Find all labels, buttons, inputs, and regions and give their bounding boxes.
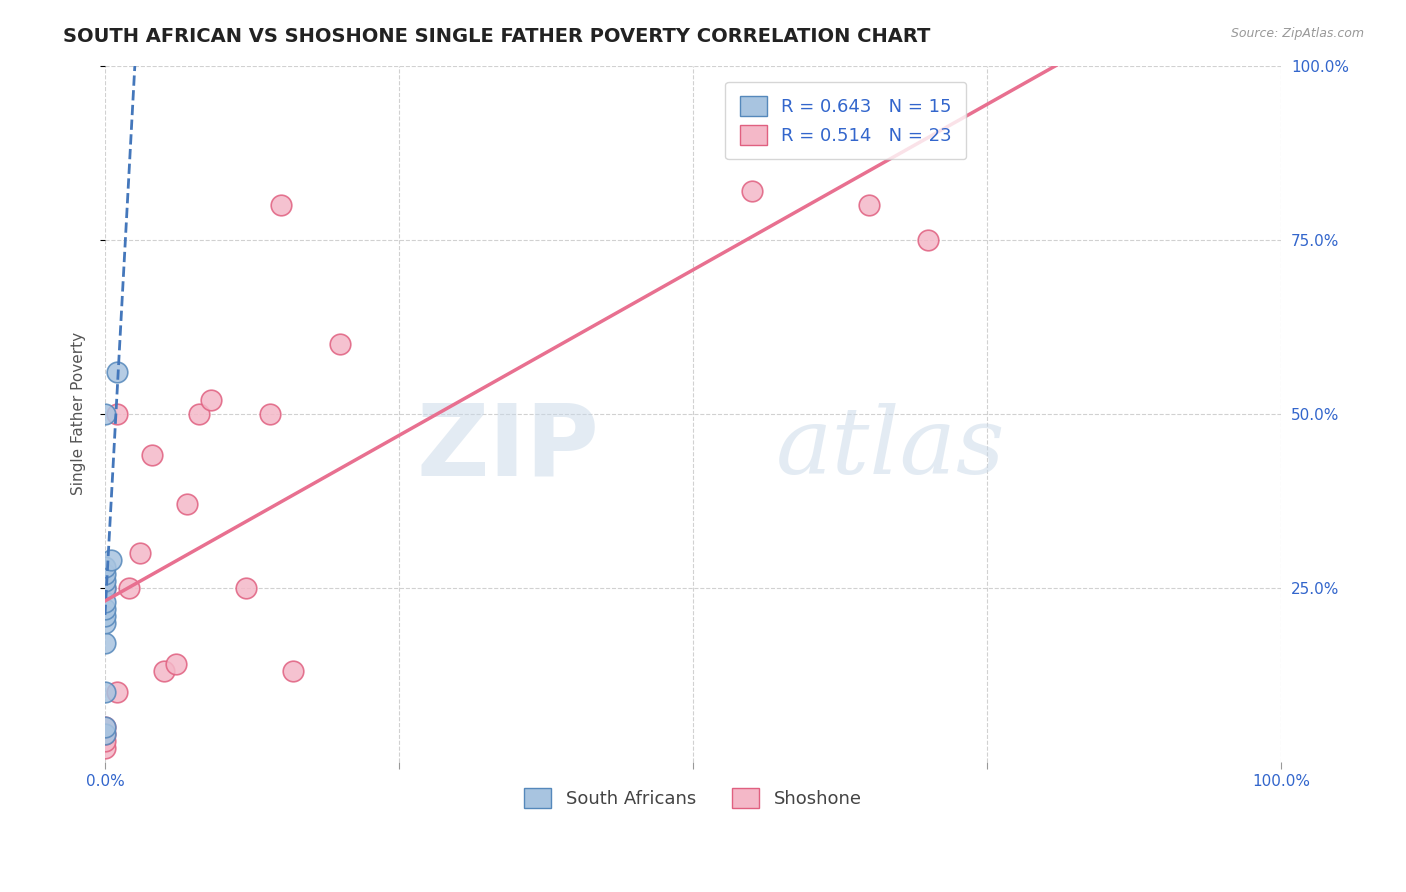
Point	[94, 720, 117, 734]
Point	[235, 581, 257, 595]
Point	[105, 365, 128, 379]
Text: ZIP: ZIP	[416, 400, 599, 497]
Point	[200, 392, 222, 407]
Point	[94, 594, 117, 608]
Point	[94, 720, 117, 734]
Point	[94, 601, 117, 615]
Point	[129, 546, 152, 560]
Point	[329, 337, 352, 351]
Point	[176, 497, 198, 511]
Point	[94, 615, 117, 630]
Text: SOUTH AFRICAN VS SHOSHONE SINGLE FATHER POVERTY CORRELATION CHART: SOUTH AFRICAN VS SHOSHONE SINGLE FATHER …	[63, 27, 931, 45]
Point	[94, 608, 117, 623]
Point	[270, 198, 292, 212]
Point	[94, 581, 117, 595]
Point	[741, 184, 763, 198]
Point	[94, 574, 117, 588]
Point	[141, 449, 163, 463]
Point	[100, 553, 122, 567]
Point	[94, 727, 117, 741]
Point	[283, 665, 305, 679]
Y-axis label: Single Father Poverty: Single Father Poverty	[72, 332, 86, 495]
Point	[94, 559, 117, 574]
Point	[94, 581, 117, 595]
Point	[188, 407, 211, 421]
Point	[105, 407, 128, 421]
Point	[165, 657, 187, 672]
Point	[94, 734, 117, 748]
Point	[94, 727, 117, 741]
Point	[117, 581, 139, 595]
Text: atlas: atlas	[775, 403, 1005, 493]
Point	[917, 233, 939, 247]
Legend: South Africans, Shoshone: South Africans, Shoshone	[517, 781, 869, 815]
Point	[259, 407, 281, 421]
Point	[94, 740, 117, 755]
Point	[94, 685, 117, 699]
Point	[94, 566, 117, 581]
Text: Source: ZipAtlas.com: Source: ZipAtlas.com	[1230, 27, 1364, 40]
Point	[152, 665, 174, 679]
Point	[105, 685, 128, 699]
Point	[94, 407, 117, 421]
Point	[858, 198, 880, 212]
Point	[94, 636, 117, 650]
